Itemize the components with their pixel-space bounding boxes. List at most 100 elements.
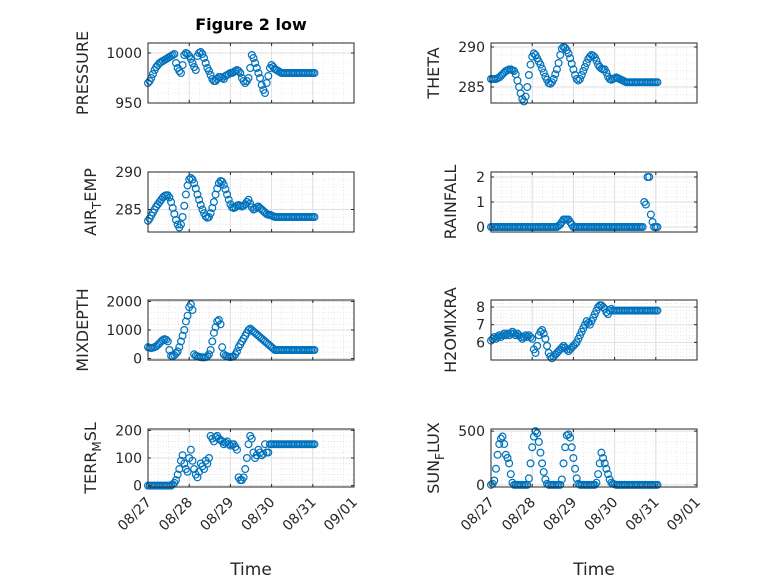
- data-point: [526, 60, 535, 69]
- y-axis-label-main: PRESSURE: [73, 31, 92, 115]
- data-point: [501, 331, 510, 340]
- data-point: [569, 454, 578, 463]
- data-point: [214, 316, 223, 325]
- y-tick-label: 1000: [106, 323, 142, 339]
- data-point: [580, 62, 589, 71]
- y-axis-label-main: H2OMIXRA: [441, 287, 460, 373]
- data-point: [190, 179, 199, 188]
- data-point: [572, 74, 581, 83]
- y-axis-label: RAINFALL: [441, 165, 460, 240]
- data-point: [543, 341, 552, 350]
- data-point: [218, 343, 227, 352]
- data-point: [594, 470, 603, 479]
- data-point: [599, 454, 608, 463]
- data-point: [264, 448, 273, 457]
- data-point: [198, 205, 207, 214]
- data-point: [181, 317, 190, 326]
- data-point: [246, 199, 255, 208]
- data-point: [196, 47, 205, 56]
- data-point: [523, 82, 532, 91]
- data-point: [500, 440, 509, 449]
- data-point: [200, 53, 209, 62]
- data-point: [536, 448, 545, 457]
- data-point: [638, 223, 647, 232]
- data-point: [252, 63, 261, 72]
- subplot-6: 67 8 H2OMIXRA: [441, 287, 698, 373]
- y-tick-label: 200: [115, 423, 142, 439]
- data-point: [557, 343, 566, 352]
- data-point: [247, 434, 256, 443]
- data-point: [519, 97, 528, 106]
- data-point: [538, 459, 547, 468]
- y-tick-label: 7: [476, 318, 485, 334]
- y-axis-label-subscript: T: [90, 201, 104, 210]
- axes-box: [490, 42, 698, 104]
- data-point: [176, 337, 185, 346]
- data-point: [310, 213, 319, 222]
- y-axis-label-main: SUN: [424, 460, 443, 494]
- data-markers: [144, 431, 319, 490]
- data-point: [180, 50, 189, 59]
- data-point: [209, 198, 218, 207]
- data-point: [178, 213, 187, 222]
- data-point: [254, 68, 263, 77]
- data-point: [175, 343, 184, 352]
- y-axis-label-subscript: F: [433, 453, 447, 460]
- data-point: [172, 349, 181, 358]
- subplot-5: 0 1000 2000 MIXDEPTH: [73, 288, 355, 372]
- data-point: [539, 329, 548, 338]
- y-axis-label: SUNFLUX: [424, 422, 447, 494]
- data-point: [539, 467, 548, 476]
- data-point: [180, 459, 189, 468]
- data-point: [175, 66, 184, 75]
- data-point: [592, 478, 601, 487]
- data-point: [244, 326, 253, 335]
- data-point: [592, 56, 601, 65]
- data-point: [590, 480, 599, 489]
- data-point: [498, 432, 507, 441]
- y-tick-label: 0: [133, 479, 142, 495]
- y-axis-label: PRESSURE: [73, 31, 92, 115]
- plot-area: [491, 429, 697, 487]
- y-tick-label: 0: [133, 352, 142, 368]
- data-point: [524, 70, 533, 79]
- figure-title: Figure 2 low: [195, 15, 307, 34]
- data-point: [310, 440, 319, 449]
- y-tick-label: 290: [115, 165, 142, 181]
- data-point: [219, 180, 228, 189]
- data-markers: [487, 42, 662, 106]
- data-point: [559, 459, 568, 468]
- data-point: [224, 195, 233, 204]
- data-point: [191, 65, 200, 74]
- data-point: [511, 331, 520, 340]
- data-point: [180, 201, 189, 210]
- data-point: [188, 456, 197, 465]
- data-point: [533, 341, 542, 350]
- y-axis-label-main: MIXDEPTH: [73, 288, 92, 371]
- data-point: [602, 68, 611, 77]
- data-point: [557, 475, 566, 484]
- y-axis-label-rest: EMP: [81, 168, 100, 202]
- data-point: [193, 190, 202, 199]
- data-point: [165, 193, 174, 202]
- data-point: [536, 60, 545, 69]
- data-point: [653, 306, 662, 315]
- data-point: [221, 185, 230, 194]
- data-point: [604, 470, 613, 479]
- y-tick-label: 0: [476, 478, 485, 494]
- y-axis-label: THETA: [424, 47, 443, 99]
- subplot-4: 0 1 2 RAINFALL: [441, 165, 698, 240]
- data-point: [178, 451, 187, 460]
- data-point: [528, 334, 537, 343]
- x-tick-label: 08/31: [280, 495, 320, 535]
- y-axis-label: MIXDEPTH: [73, 288, 92, 371]
- data-point: [170, 49, 179, 58]
- data-point: [168, 50, 177, 59]
- x-tick-label: 08/30: [239, 495, 279, 535]
- data-point: [575, 74, 584, 83]
- data-point: [241, 465, 250, 474]
- x-tick-label: 08/27: [115, 495, 155, 535]
- data-point: [188, 175, 197, 184]
- data-point: [493, 333, 502, 342]
- data-point: [653, 480, 662, 489]
